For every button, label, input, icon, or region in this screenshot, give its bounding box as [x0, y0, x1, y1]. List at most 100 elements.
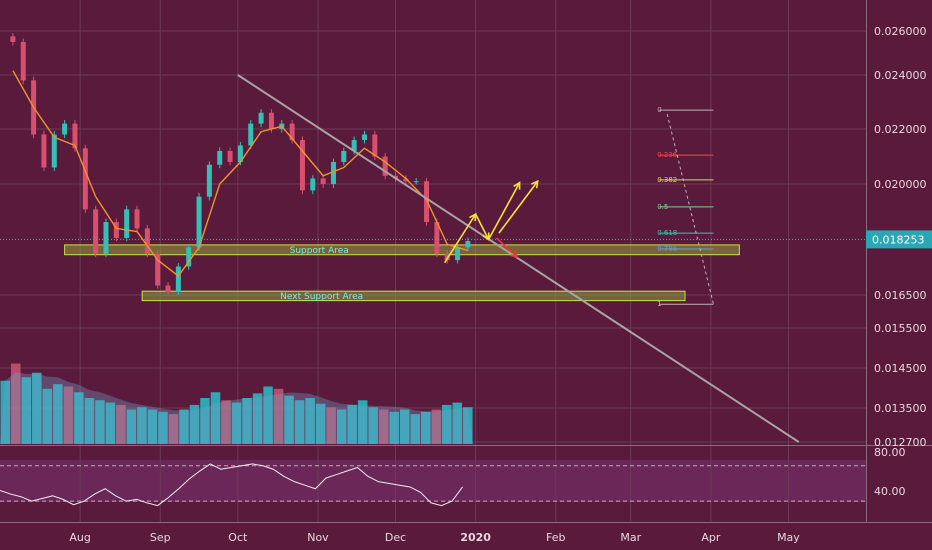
rsi-tick-label: 40.00 [874, 485, 906, 498]
volume-bar [389, 411, 399, 444]
volume-bar [305, 398, 315, 444]
price-series [10, 32, 471, 295]
arrow-up-3 [498, 180, 539, 234]
candle [155, 253, 161, 286]
fib-label-0.382: 0.382 [657, 176, 677, 184]
volume-bar [74, 392, 84, 444]
volume-bar [126, 409, 137, 444]
price-tick-label: 0.012700 [874, 436, 927, 449]
candle [186, 247, 192, 267]
arrow-up-2 [487, 182, 521, 240]
fib-label-0: 0 [657, 106, 661, 114]
support-zone-label-1: Support Area [290, 246, 349, 256]
support-zone-2 [141, 290, 686, 302]
volume-bar [315, 403, 326, 444]
price-axis[interactable]: 0.026000 0.024000 0.022000 0.020000 0.016500… [866, 25, 932, 449]
candle [10, 36, 16, 42]
arrow-down-1 [474, 213, 490, 240]
volume-bar [95, 400, 105, 444]
volume-bar [326, 407, 336, 444]
fib-label-0.786: 0.786 [657, 245, 678, 253]
volume-bar [410, 414, 421, 444]
chart-overlays [0, 74, 866, 443]
volume-bar [42, 388, 53, 444]
price-tick-label: 0.026000 [874, 25, 927, 38]
time-tick-label: Dec [385, 531, 406, 544]
candle [268, 112, 274, 129]
candle [310, 178, 316, 191]
candle [330, 162, 336, 184]
price-panel [0, 0, 866, 445]
arrow-down-red-head [510, 250, 519, 259]
time-tick-label: 2020 [460, 531, 491, 544]
volume-bar [200, 398, 210, 444]
candle [206, 164, 212, 197]
volume-bar [32, 372, 42, 444]
candle [382, 156, 388, 176]
rsi-band [0, 460, 866, 502]
candle [124, 209, 130, 238]
volume-bar [0, 380, 11, 444]
last-price-label: 0.018253 [872, 233, 925, 246]
price-tick-label: 0.013500 [874, 402, 927, 415]
volume-bar [147, 409, 158, 444]
volume-bar [210, 392, 221, 444]
candle [51, 134, 57, 168]
rsi-indicator: 80.00 40.00 [0, 446, 906, 507]
volume-bar [263, 386, 273, 444]
arrow-up-2-head [513, 181, 521, 190]
fib-label-0.618: 0.618 [657, 229, 677, 237]
fib-label-0.236: 0.236 [657, 151, 678, 159]
volume-bars [0, 363, 474, 444]
volume-bar [116, 404, 126, 444]
candle [196, 196, 202, 248]
volume-bar [452, 402, 463, 444]
support-zone-label-2: Next Support Area [280, 292, 363, 302]
volume-bar [347, 404, 357, 444]
candle [62, 123, 68, 135]
time-tick-label: Mar [620, 531, 641, 544]
candle [237, 145, 243, 162]
candle [444, 253, 450, 261]
volume-bar [231, 402, 242, 444]
volume-bar [421, 411, 431, 444]
volume-bar [284, 395, 294, 444]
price-tick-label: 0.014500 [874, 362, 927, 375]
last-price-tag [866, 230, 932, 249]
volume-bar [273, 388, 284, 444]
volume-bar [84, 398, 95, 444]
candle [413, 181, 419, 183]
time-tick-label: Apr [701, 531, 721, 544]
candle [351, 140, 357, 151]
candle [134, 209, 140, 229]
descending-trendline [237, 74, 800, 443]
candle [289, 123, 295, 140]
candle [341, 151, 347, 162]
candle [403, 178, 409, 182]
candle [113, 222, 119, 238]
time-axis[interactable]: Aug Sep Oct Nov Dec 2020 Feb Mar Apr May [69, 531, 800, 544]
fib-retracement: 0 0.236 0.382 0.5 0.618 0.786 1 [657, 106, 714, 308]
candle [82, 148, 88, 210]
rsi-tick-label: 80.00 [874, 446, 906, 459]
price-tick-label: 0.015500 [874, 322, 927, 335]
candle [372, 134, 378, 157]
volume-bar [378, 409, 389, 444]
candle [20, 42, 26, 81]
rsi-line [0, 463, 463, 507]
price-tick-label: 0.022000 [874, 123, 927, 136]
fib-trend-line [666, 113, 714, 305]
volume-bar [357, 400, 368, 444]
volume-average-area [0, 372, 474, 444]
volume-bar [53, 384, 63, 444]
time-tick-label: Sep [150, 531, 171, 544]
volume-bar [242, 398, 252, 444]
volume-bar [252, 393, 263, 444]
time-tick-label: Aug [69, 531, 90, 544]
arrow-up-1 [443, 213, 477, 264]
volume-bar [105, 402, 116, 444]
arrow-down-red [495, 237, 518, 258]
volume-bar [294, 400, 305, 444]
candle [434, 222, 440, 254]
